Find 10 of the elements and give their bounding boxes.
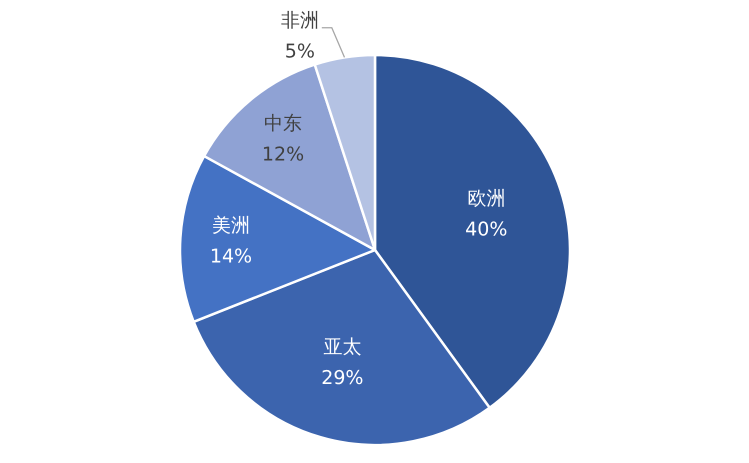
data-label: 40%: [465, 218, 508, 240]
slice-label: 中东: [264, 112, 302, 134]
data-label: 12%: [262, 143, 304, 166]
slice-label: 欧洲: [467, 187, 506, 210]
data-label: 14%: [210, 245, 252, 268]
slice-label: 亚太: [323, 336, 362, 358]
data-label: 29%: [321, 366, 364, 389]
slice-label: 非洲: [280, 9, 319, 32]
data-label: 5%: [284, 40, 315, 62]
slice-label: 美洲: [212, 214, 250, 236]
